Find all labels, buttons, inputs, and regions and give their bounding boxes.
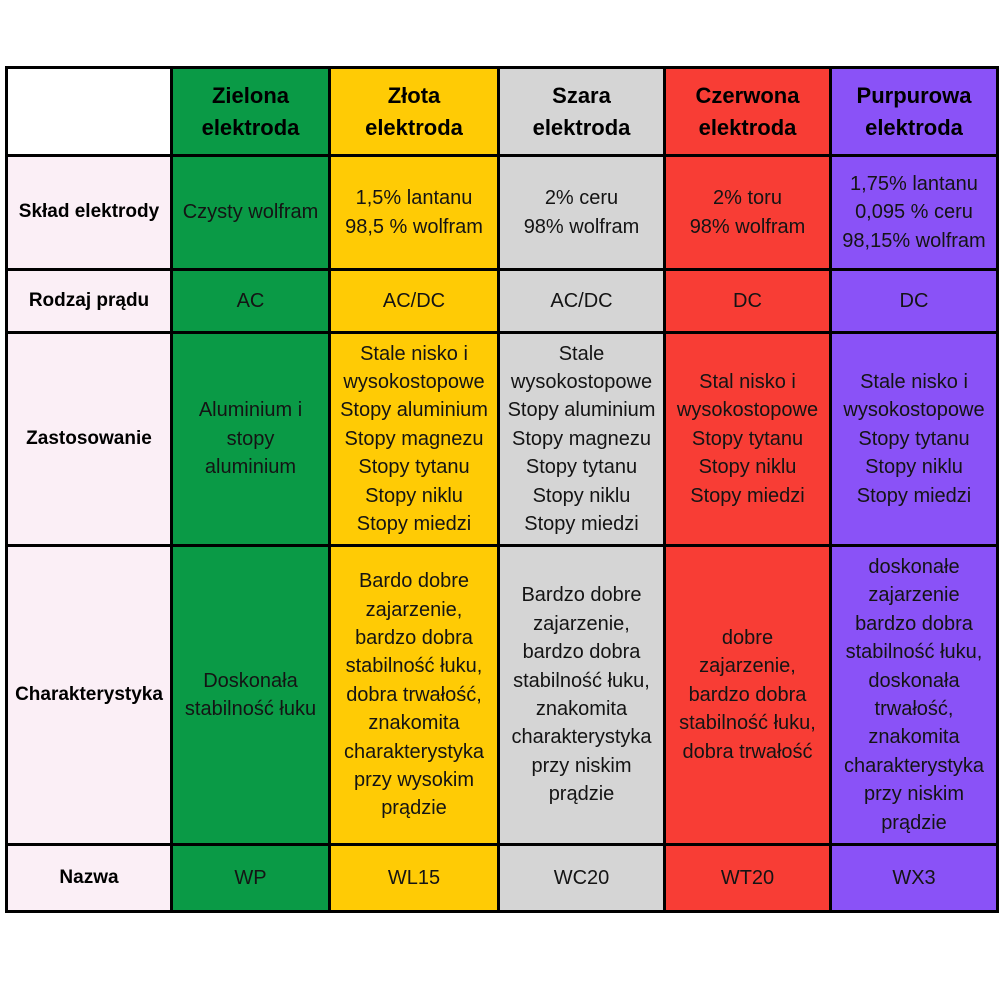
- row-label-sklad-elektrody: Skład elektrody: [5, 154, 173, 271]
- row-label-charakterystyka: Charakterystyka: [5, 544, 173, 846]
- table-cell: 1,5% lantanu 98,5 % wolfram: [328, 154, 500, 271]
- row-label-nazwa: Nazwa: [5, 843, 173, 913]
- table-cell: AC/DC: [497, 268, 666, 334]
- table-row-rodzaj-pradu: Rodzaj prądu AC AC/DC AC/DC DC DC: [5, 268, 999, 334]
- table-cell: AC/DC: [328, 268, 500, 334]
- table-cell: 2% toru 98% wolfram: [663, 154, 832, 271]
- table-cell: AC: [170, 268, 331, 334]
- table-cell: WP: [170, 843, 331, 913]
- header-row: Zielona elektroda Złota elektroda Szara …: [5, 66, 999, 157]
- col-header-zlota-elektroda: Złota elektroda: [328, 66, 500, 157]
- col-header-zielona-elektroda: Zielona elektroda: [170, 66, 331, 157]
- row-label-rodzaj-pradu: Rodzaj prądu: [5, 268, 173, 334]
- col-header-czerwona-elektroda: Czerwona elektroda: [663, 66, 832, 157]
- table-cell: 2% ceru 98% wolfram: [497, 154, 666, 271]
- table-cell: WL15: [328, 843, 500, 913]
- table-row-zastosowanie: Zastosowanie Aluminium i stopy aluminium…: [5, 331, 999, 547]
- table-cell: Bardzo dobre zajarzenie, bardzo dobra st…: [497, 544, 666, 846]
- table-row-charakterystyka: Charakterystyka Doskonała stabilność łuk…: [5, 544, 999, 846]
- table-cell: Stale nisko i wysokostopowe Stopy tytanu…: [829, 331, 999, 547]
- row-label-zastosowanie: Zastosowanie: [5, 331, 173, 547]
- table-cell: WC20: [497, 843, 666, 913]
- table-cell: Stal nisko i wysokostopowe Stopy tytanu …: [663, 331, 832, 547]
- electrode-comparison-table: Zielona elektroda Złota elektroda Szara …: [5, 66, 999, 913]
- table-cell: Stale nisko i wysokostopowe Stopy alumin…: [328, 331, 500, 547]
- table-cell: doskonałe zajarzenie bardzo dobra stabil…: [829, 544, 999, 846]
- table-row-nazwa: Nazwa WP WL15 WC20 WT20 WX3: [5, 843, 999, 913]
- table-cell: Stale wysokostopowe Stopy aluminium Stop…: [497, 331, 666, 547]
- table-cell: dobre zajarzenie, bardzo dobra stabilnoś…: [663, 544, 832, 846]
- table-cell: DC: [829, 268, 999, 334]
- col-header-szara-elektroda: Szara elektroda: [497, 66, 666, 157]
- table-row-sklad-elektrody: Skład elektrody Czysty wolfram 1,5% lant…: [5, 154, 999, 271]
- table-cell: Bardo dobre zajarzenie, bardzo dobra sta…: [328, 544, 500, 846]
- table-cell: WX3: [829, 843, 999, 913]
- corner-cell: [5, 66, 173, 157]
- table-cell: 1,75% lantanu 0,095 % ceru 98,15% wolfra…: [829, 154, 999, 271]
- col-header-purpurowa-elektroda: Purpurowa elektroda: [829, 66, 999, 157]
- table-cell: Czysty wolfram: [170, 154, 331, 271]
- table-cell: WT20: [663, 843, 832, 913]
- table-cell: Aluminium i stopy aluminium: [170, 331, 331, 547]
- table-cell: DC: [663, 268, 832, 334]
- table-cell: Doskonała stabilność łuku: [170, 544, 331, 846]
